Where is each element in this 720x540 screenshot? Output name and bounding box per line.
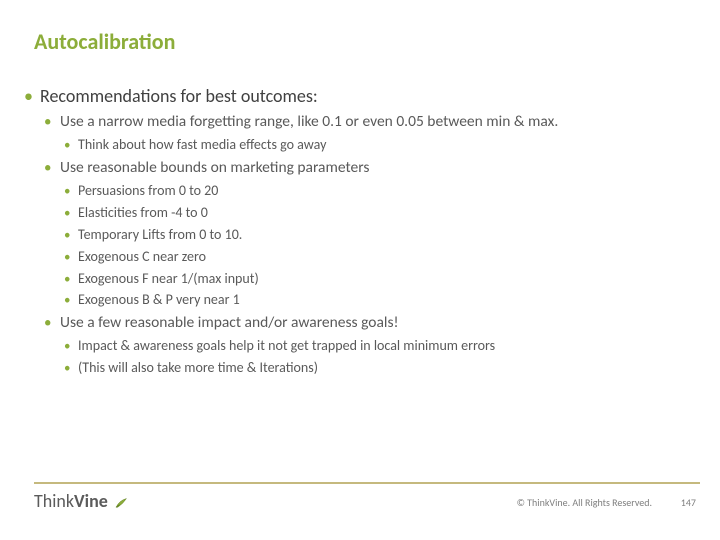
bullet-3b: (This will also take more time & Iterati… <box>62 359 680 378</box>
logo-text-b: Vine <box>74 490 108 512</box>
bullet-2: Use reasonable bounds on marketing param… <box>42 158 680 179</box>
slide-content: Recommendations for best outcomes: Use a… <box>22 84 680 381</box>
slide-title: Autocalibration <box>34 28 175 55</box>
bullet-2f: Exogenous B & P very near 1 <box>62 291 680 310</box>
bullet-2e: Exogenous F near 1/(max input) <box>62 270 680 289</box>
heading: Recommendations for best outcomes: <box>22 84 680 108</box>
bullet-2a: Persuasions from 0 to 20 <box>62 182 680 201</box>
slide: Autocalibration Recommendations for best… <box>0 0 720 540</box>
bullet-2c: Temporary Lifts from 0 to 10. <box>62 226 680 245</box>
logo-text-a: Think <box>34 490 74 512</box>
copyright-text: © ThinkVine. All Rights Reserved. <box>517 496 652 509</box>
bullet-2d: Exogenous C near zero <box>62 248 680 267</box>
leaf-icon <box>114 492 132 506</box>
bullet-2b: Elasticities from -4 to 0 <box>62 204 680 223</box>
logo: ThinkVine <box>34 490 132 512</box>
bullet-1: Use a narrow media forgetting range, lik… <box>42 112 680 133</box>
bullet-1a: Think about how fast media effects go aw… <box>62 136 680 155</box>
page-number: 147 <box>681 496 696 509</box>
bullet-3: Use a few reasonable impact and/or aware… <box>42 313 680 334</box>
footer: ThinkVine © ThinkVine. All Rights Reserv… <box>34 482 700 530</box>
bullet-3a: Impact & awareness goals help it not get… <box>62 337 680 356</box>
